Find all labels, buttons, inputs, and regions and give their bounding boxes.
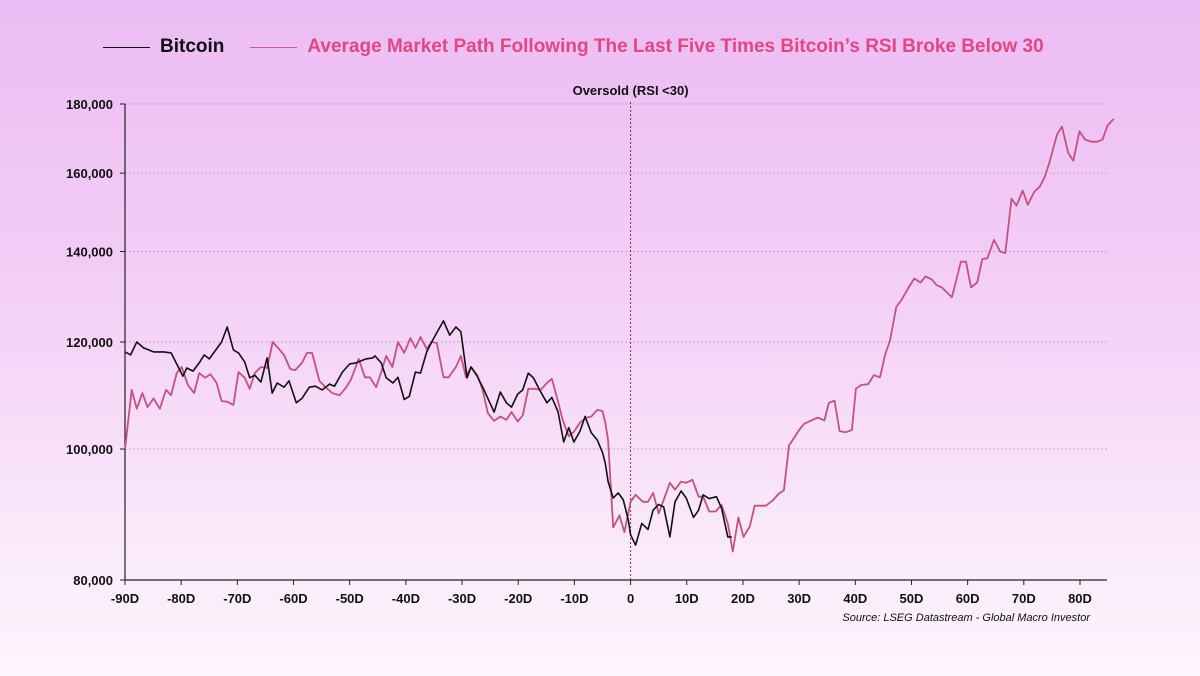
y-tick-label: 80,000: [73, 573, 113, 588]
x-tick-label: -60D: [279, 591, 307, 606]
oversold-annotation: Oversold (RSI <30): [573, 83, 689, 98]
source-note: Source: LSEG Datastream - Global Macro I…: [842, 612, 1090, 624]
x-tick-label: -70D: [223, 591, 251, 606]
y-tick-label: 100,000: [66, 442, 113, 457]
legend-swatch-average: [250, 46, 298, 48]
x-tick-label: 50D: [900, 591, 924, 606]
x-tick-label: -50D: [336, 591, 364, 606]
x-tick-label: -10D: [560, 591, 588, 606]
x-tick-label: 20D: [731, 591, 755, 606]
average-path-series-line: [124, 118, 1115, 553]
x-tick-label: -20D: [504, 591, 532, 606]
legend-label-average: Average Market Path Following The Last F…: [307, 36, 1044, 57]
y-tick-label: 180,000: [66, 97, 113, 112]
x-tick-label: 40D: [843, 591, 867, 606]
x-tick-label: -80D: [167, 591, 195, 606]
x-tick-label: 70D: [1012, 591, 1036, 606]
x-tick-label: 30D: [787, 591, 811, 606]
y-tick-label: 120,000: [66, 335, 113, 350]
y-tick-label: 140,000: [66, 245, 113, 260]
x-tick-label: 10D: [675, 591, 699, 606]
legend-swatch-bitcoin: [103, 46, 150, 48]
x-tick-label: 60D: [956, 591, 980, 606]
x-tick-label: -40D: [392, 591, 420, 606]
x-tick-label: 80D: [1068, 591, 1092, 606]
x-tick-label: 0: [627, 591, 634, 606]
y-tick-label: 160,000: [66, 166, 113, 181]
chart-legend: Bitcoin Average Market Path Following Th…: [103, 36, 1044, 58]
bitcoin-series-line: [124, 320, 732, 546]
legend-label-bitcoin: Bitcoin: [160, 36, 225, 57]
x-tick-label: -30D: [448, 591, 476, 606]
x-tick-label: -90D: [111, 591, 139, 606]
